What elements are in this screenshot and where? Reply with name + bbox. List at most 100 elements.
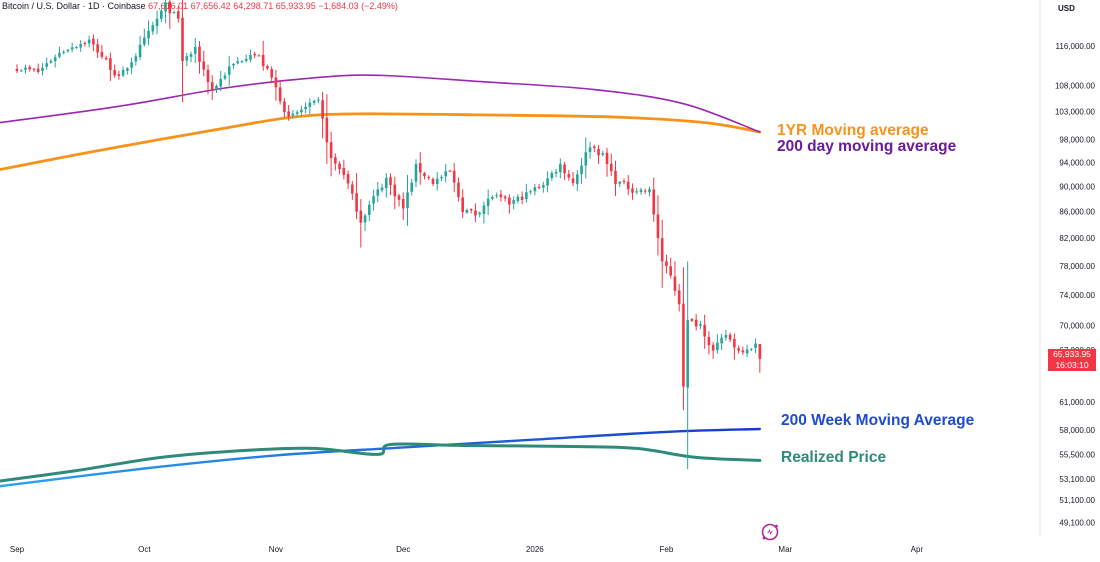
y-tick-label: 82,000.00 xyxy=(1059,234,1095,243)
y-tick-label: 55,500.00 xyxy=(1059,450,1095,459)
candle-body xyxy=(614,170,617,185)
candle-body xyxy=(631,188,634,193)
candle-body xyxy=(410,182,414,192)
candle-body xyxy=(707,336,711,346)
last-price-value: 65,933.95 xyxy=(1053,349,1091,359)
candle-body xyxy=(185,56,189,61)
candle-body xyxy=(355,193,358,212)
candle-body xyxy=(79,43,82,48)
candle-body xyxy=(665,261,668,267)
candle-body xyxy=(41,67,44,72)
candle-body xyxy=(554,171,558,174)
candle-body xyxy=(652,189,656,215)
candle-body xyxy=(609,163,613,172)
candle-body xyxy=(469,209,473,211)
candle-body xyxy=(694,319,698,327)
candle-body xyxy=(737,348,740,351)
candle-body xyxy=(291,113,295,116)
candle-body xyxy=(703,324,706,337)
y-tick-label: 86,000.00 xyxy=(1059,208,1095,217)
candle-body xyxy=(53,57,57,62)
candle-body xyxy=(643,190,647,192)
open-value: 67,616.01 xyxy=(148,1,189,11)
candle-body xyxy=(444,171,448,177)
candle-body xyxy=(249,54,252,60)
candle-body xyxy=(117,74,121,77)
candle-body xyxy=(720,337,723,344)
candle-body xyxy=(622,181,626,183)
candle-body xyxy=(677,290,681,305)
candle-body xyxy=(168,1,172,14)
candle-body xyxy=(750,348,753,350)
candle-body xyxy=(278,87,282,102)
candle-body xyxy=(130,62,133,68)
x-tick-label: Oct xyxy=(138,545,151,554)
y-tick-label: 53,100.00 xyxy=(1059,475,1095,484)
close-value: 65,933.95 xyxy=(275,1,316,11)
symbol-label: Bitcoin / U.S. Dollar · 1D · Coinbase xyxy=(2,1,146,11)
candle-body xyxy=(499,194,503,198)
candle-body xyxy=(193,46,197,54)
x-tick-label: Mar xyxy=(778,545,792,554)
label-realized-price: Realized Price xyxy=(781,449,887,466)
candle-body xyxy=(261,54,265,67)
candle-body xyxy=(571,178,575,184)
candle-body xyxy=(745,349,749,354)
candle-body xyxy=(457,182,460,198)
candle-body xyxy=(19,70,23,72)
candle-body xyxy=(45,63,48,67)
candle-body xyxy=(257,55,261,57)
candle-body xyxy=(639,189,643,192)
candle-body xyxy=(758,343,762,359)
candle-body xyxy=(440,176,443,179)
candle-body xyxy=(346,174,350,184)
candle-body xyxy=(728,334,732,340)
candle-body xyxy=(682,303,685,387)
x-tick-label: Apr xyxy=(911,545,924,554)
candle-body xyxy=(635,191,639,193)
candle-body xyxy=(660,238,664,262)
candle-body xyxy=(626,181,630,190)
tradingview-logo-icon[interactable] xyxy=(759,521,781,543)
currency-selector[interactable]: USD xyxy=(1058,4,1075,13)
candle-body xyxy=(372,196,375,204)
candle-body xyxy=(147,30,150,39)
candle-body xyxy=(618,181,622,184)
price-axis[interactable]: 116,000.00 108,000.00 103,000.00 98,000.00 9… xyxy=(1055,42,1096,527)
candle-body xyxy=(754,343,757,348)
candle-body xyxy=(49,60,53,63)
candle-body xyxy=(597,148,600,156)
candle-body xyxy=(474,210,477,216)
y-tick-label: 51,100.00 xyxy=(1059,496,1095,505)
candle-body xyxy=(516,196,520,202)
time-axis[interactable]: Sep Oct Nov Dec 2026 Feb Mar Apr xyxy=(10,545,924,554)
candle-body xyxy=(100,51,104,57)
candle-body xyxy=(113,70,116,76)
label-200-week-moving-average: 200 Week Moving Average xyxy=(781,412,975,429)
candle-body xyxy=(699,324,702,326)
candle-body xyxy=(716,342,719,351)
candle-body xyxy=(223,75,227,79)
ma-1yr-line xyxy=(0,112,762,171)
candle-body xyxy=(478,212,481,215)
x-tick-label: Nov xyxy=(269,545,283,554)
last-price-tag: 65,933.95 16:03:10 xyxy=(1048,349,1096,371)
candle-body xyxy=(232,63,235,66)
candle-body xyxy=(431,178,435,184)
candle-body xyxy=(406,192,409,208)
candle-body xyxy=(287,111,290,117)
moving-average-layer xyxy=(0,74,762,488)
candle-body xyxy=(215,85,218,90)
candle-body xyxy=(418,163,422,173)
candle-body xyxy=(342,168,346,175)
candle-body xyxy=(36,68,40,72)
candle-body xyxy=(452,170,456,183)
candle-body xyxy=(423,173,426,177)
candle-body xyxy=(198,46,201,62)
candle-body xyxy=(96,44,99,53)
candle-body xyxy=(210,82,214,91)
candle-body xyxy=(724,335,728,338)
label-1yr-moving-average: 1YR Moving average xyxy=(777,122,929,139)
